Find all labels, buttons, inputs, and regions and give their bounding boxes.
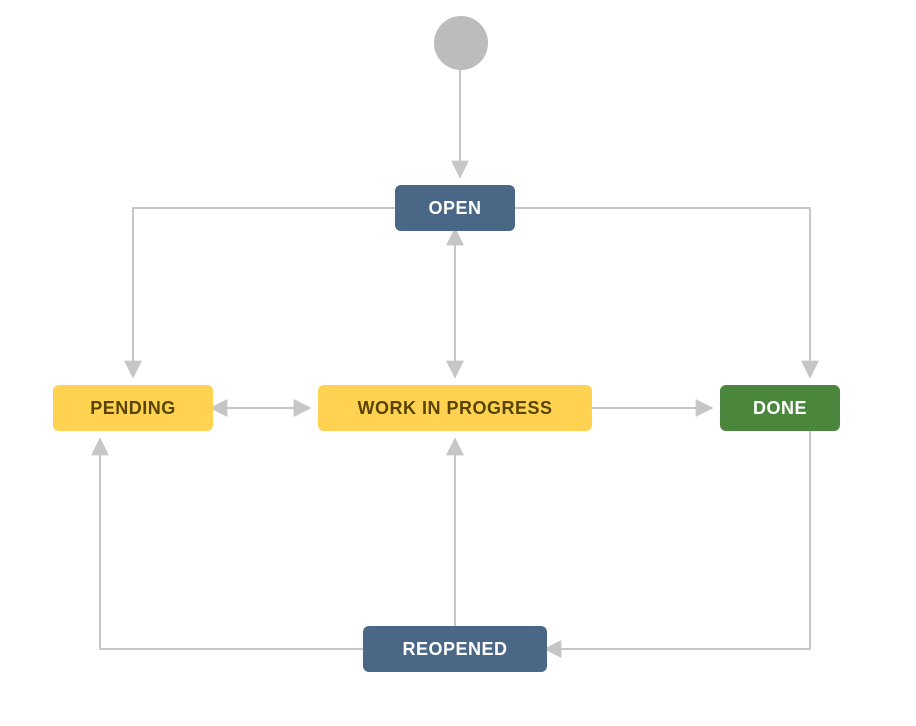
workflow-diagram: OPEN PENDING WORK IN PROGRESS DONE REOPE… <box>0 0 916 726</box>
node-done-label: DONE <box>753 398 807 419</box>
node-reopened-label: REOPENED <box>402 639 507 660</box>
edge-reopened-pending <box>100 441 363 649</box>
node-open: OPEN <box>395 185 515 231</box>
node-reopened: REOPENED <box>363 626 547 672</box>
start-node <box>434 16 488 70</box>
edge-done-reopened <box>547 431 810 649</box>
edge-open-done <box>515 208 810 375</box>
node-open-label: OPEN <box>428 198 481 219</box>
node-done: DONE <box>720 385 840 431</box>
node-wip: WORK IN PROGRESS <box>318 385 592 431</box>
edge-open-pending <box>133 208 395 375</box>
node-pending-label: PENDING <box>90 398 176 419</box>
node-pending: PENDING <box>53 385 213 431</box>
edges-layer <box>0 0 916 726</box>
node-wip-label: WORK IN PROGRESS <box>357 398 552 419</box>
